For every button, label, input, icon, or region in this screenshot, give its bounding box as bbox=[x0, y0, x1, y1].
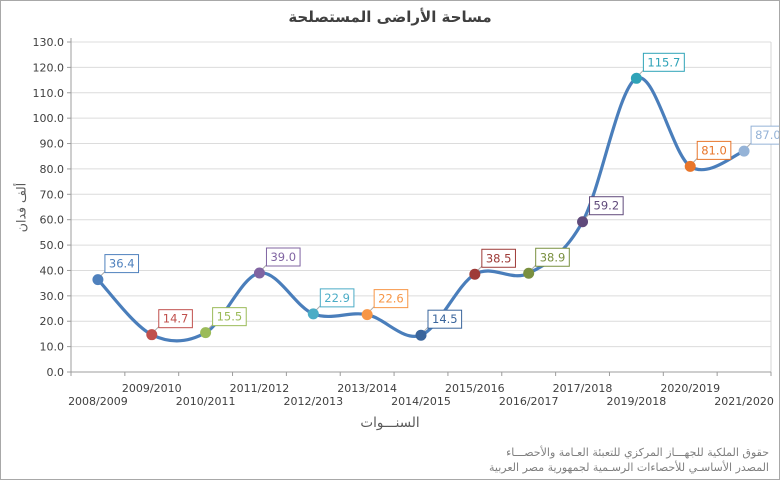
x-category-label: 2014/2015 bbox=[391, 395, 451, 408]
x-axis-title: السنـــوات bbox=[360, 415, 420, 431]
y-tick-label: 20.0 bbox=[40, 315, 65, 328]
data-label-box bbox=[642, 52, 685, 72]
data-label-text: 36.4 bbox=[109, 257, 135, 271]
y-tick-label: 110.0 bbox=[33, 87, 65, 100]
footer-source-line: المصدر الأساسـي للأحصاءات الرسـمية لجمهو… bbox=[489, 461, 769, 474]
data-label-text: 14.5 bbox=[432, 312, 458, 326]
data-label-text: 38.9 bbox=[540, 250, 566, 264]
x-category-label: 2017/2018 bbox=[553, 382, 613, 395]
x-category-label: 2011/2012 bbox=[230, 382, 290, 395]
data-point-marker bbox=[684, 160, 696, 172]
y-tick-label: 100.0 bbox=[33, 112, 65, 125]
data-label-text: 22.6 bbox=[378, 292, 404, 306]
x-category-label: 2009/2010 bbox=[122, 382, 182, 395]
data-label-box bbox=[750, 125, 779, 145]
data-label-box bbox=[696, 140, 732, 160]
x-category-label: 2010/2011 bbox=[176, 395, 236, 408]
data-label-box bbox=[212, 307, 247, 327]
data-label-box bbox=[427, 309, 463, 329]
data-point-marker bbox=[200, 327, 212, 339]
y-tick-label: 50.0 bbox=[40, 239, 65, 252]
x-category-label: 2012/2013 bbox=[283, 395, 343, 408]
data-point-marker bbox=[92, 274, 104, 286]
y-tick-label: 10.0 bbox=[40, 341, 65, 354]
x-category-label: 2020/2019 bbox=[660, 382, 720, 395]
data-point-marker bbox=[577, 216, 589, 228]
y-tick-label: 70.0 bbox=[40, 188, 65, 201]
series-line bbox=[96, 76, 746, 343]
data-point-marker bbox=[146, 329, 158, 341]
data-label-box bbox=[104, 254, 140, 274]
y-tick-label: 40.0 bbox=[40, 264, 65, 277]
data-point-marker bbox=[307, 308, 319, 320]
y-tick-label: 0.0 bbox=[47, 366, 65, 379]
data-label-text: 81.0 bbox=[701, 143, 727, 157]
data-label-box bbox=[319, 288, 355, 308]
y-tick-label: 80.0 bbox=[40, 163, 65, 176]
data-label-text: 38.5 bbox=[486, 251, 512, 265]
footer-copyright-line: حقوق الملكية للجهـــاز المركزي للتعبئة ا… bbox=[506, 446, 769, 459]
chart-title: مساحة الأراضى المستصلحة bbox=[288, 8, 492, 26]
y-tick-label: 130.0 bbox=[33, 36, 65, 49]
y-tick-label: 120.0 bbox=[33, 61, 65, 74]
data-point-marker bbox=[523, 267, 535, 279]
data-label-box bbox=[589, 196, 624, 216]
data-label-text: 59.2 bbox=[594, 199, 620, 213]
data-label-text: 115.7 bbox=[647, 55, 680, 69]
data-point-marker bbox=[469, 268, 481, 280]
chart-footer: حقوق الملكية للجهـــاز المركزي للتعبئة ا… bbox=[489, 445, 769, 475]
y-tick-label: 90.0 bbox=[40, 138, 65, 151]
data-label-box bbox=[158, 309, 193, 329]
data-label-box bbox=[481, 248, 516, 268]
data-point-marker bbox=[415, 329, 427, 341]
data-point-marker bbox=[253, 267, 265, 279]
data-label-text: 87.0 bbox=[755, 128, 779, 142]
x-category-label: 2015/2016 bbox=[445, 382, 505, 395]
y-tick-label: 60.0 bbox=[40, 214, 65, 227]
data-label-text: 39.0 bbox=[270, 250, 296, 264]
data-point-marker bbox=[630, 72, 642, 84]
data-label-box bbox=[265, 247, 301, 267]
data-label-box bbox=[535, 247, 570, 267]
x-category-label: 2013/2014 bbox=[337, 382, 397, 395]
data-label-box bbox=[373, 289, 409, 309]
x-category-label: 2021/2020 bbox=[714, 395, 774, 408]
x-category-label: 2016/2017 bbox=[499, 395, 559, 408]
data-label-text: 14.7 bbox=[163, 312, 189, 326]
x-category-label: 2008/2009 bbox=[68, 395, 128, 408]
data-label-text: 15.5 bbox=[217, 310, 243, 324]
data-point-marker bbox=[361, 309, 373, 321]
y-tick-label: 30.0 bbox=[40, 290, 65, 303]
x-category-label: 2019/2018 bbox=[607, 395, 667, 408]
data-label-text: 22.9 bbox=[324, 291, 350, 305]
data-point-marker bbox=[738, 145, 750, 157]
